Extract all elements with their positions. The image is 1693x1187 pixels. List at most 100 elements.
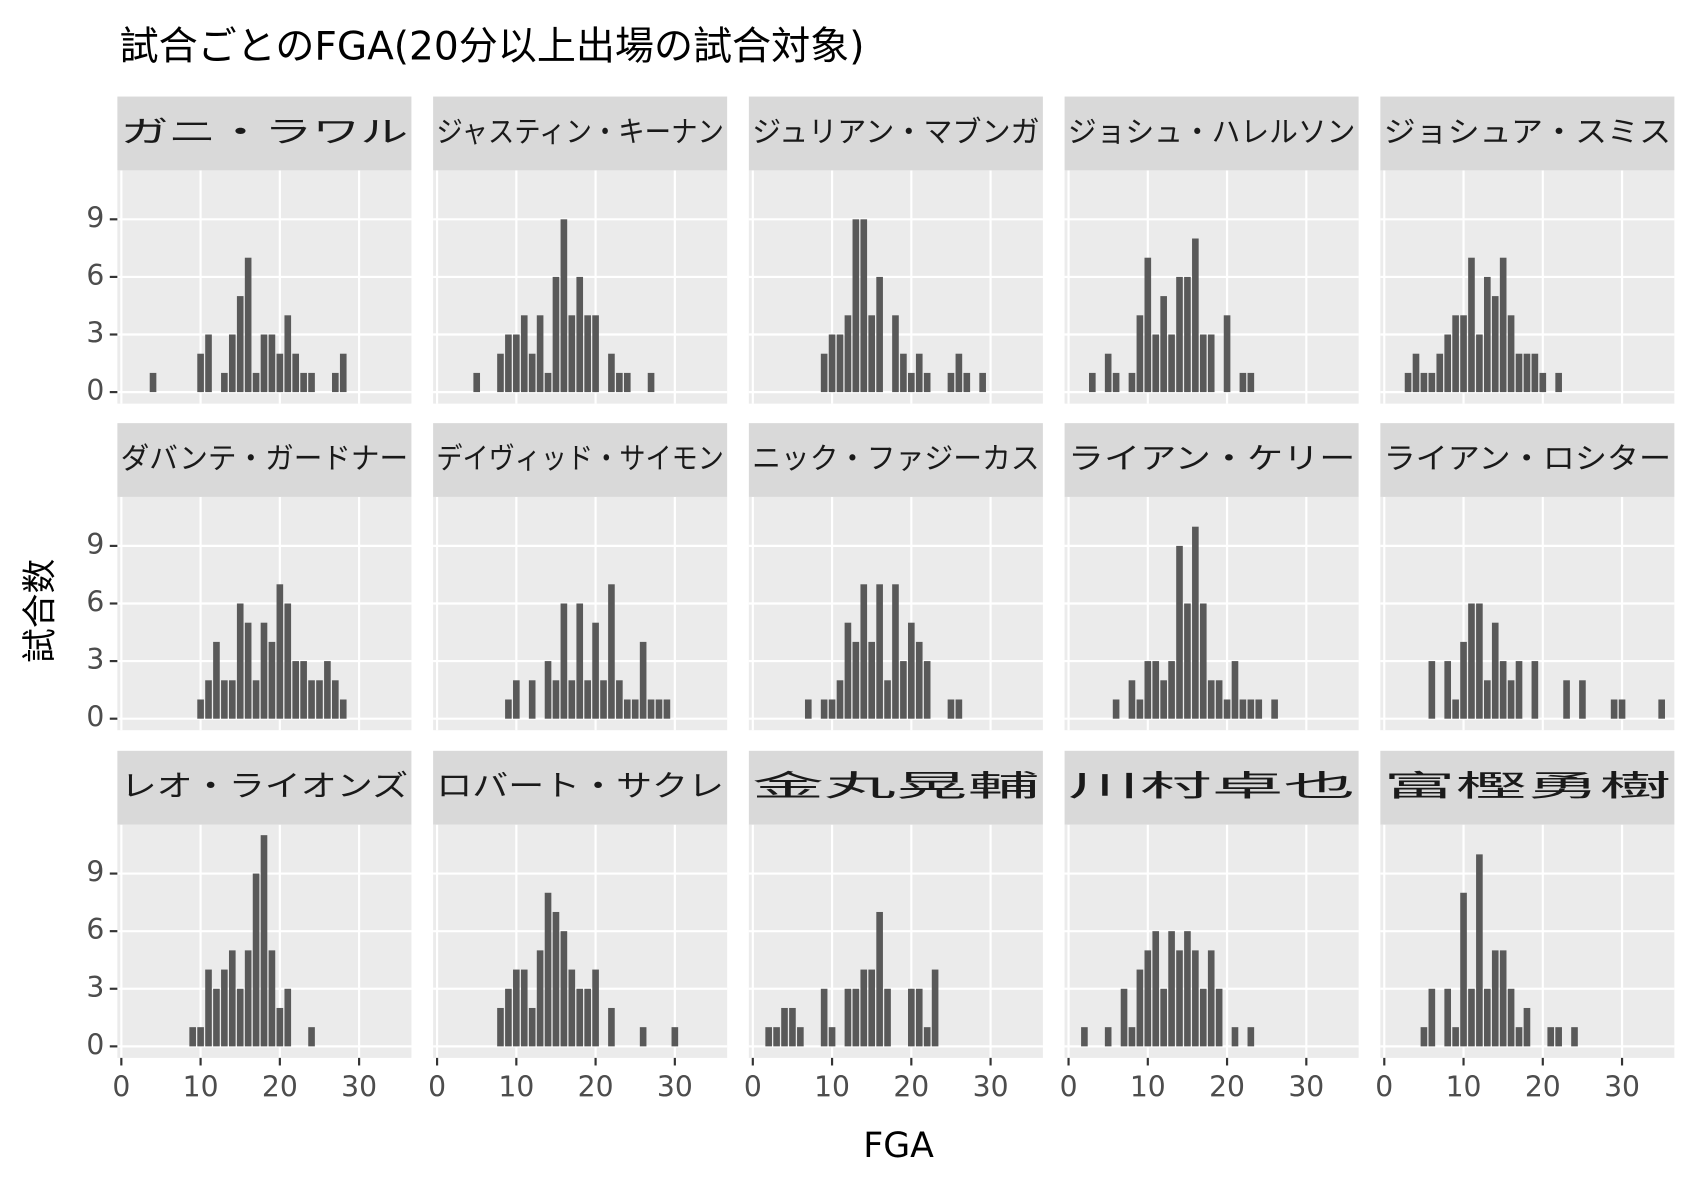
bar: [915, 988, 923, 1047]
bar: [1184, 931, 1191, 1047]
bar: [1160, 680, 1167, 719]
bar: [1223, 315, 1231, 393]
bar: [1136, 699, 1144, 719]
bar: [1176, 276, 1183, 393]
bar: [1523, 353, 1531, 393]
bar: [252, 372, 260, 393]
x-tick-label: 0: [1060, 1070, 1078, 1103]
bar: [1468, 988, 1475, 1047]
x-tick-label: 0: [1375, 1070, 1393, 1103]
bar: [339, 699, 347, 719]
x-tick-label: 20: [1209, 1070, 1245, 1103]
bar: [505, 334, 512, 393]
bar: [268, 950, 276, 1047]
bar: [260, 622, 268, 719]
bar: [1231, 1027, 1239, 1047]
bar: [205, 969, 212, 1047]
chart-title: 試合ごとのFGA(20分以上出場の試合対象): [120, 24, 865, 69]
x-axis-title: FGA: [863, 1126, 934, 1166]
bar: [1610, 699, 1618, 719]
bar: [576, 603, 584, 719]
bar: [528, 353, 536, 393]
bar: [860, 584, 868, 719]
bar: [1555, 1027, 1562, 1047]
bar: [308, 680, 315, 719]
bar: [1152, 661, 1160, 719]
bar: [1515, 353, 1523, 393]
bar: [663, 699, 671, 719]
bar: [868, 969, 876, 1047]
y-tick-label: 9: [86, 856, 104, 889]
bar: [513, 334, 520, 393]
bar: [1207, 950, 1215, 1047]
bar: [584, 315, 591, 393]
bar: [505, 699, 512, 719]
bar: [592, 315, 599, 393]
bar: [544, 892, 552, 1047]
bar: [276, 1007, 284, 1047]
bar: [197, 1027, 204, 1047]
bar: [560, 603, 568, 719]
strip-label: ジュリアン・マブンガ: [752, 115, 1040, 149]
bar: [852, 988, 860, 1047]
bar: [528, 1007, 536, 1047]
bar: [252, 873, 260, 1047]
bar: [544, 661, 552, 719]
bar: [923, 661, 931, 719]
bar: [1144, 950, 1152, 1047]
bar: [963, 372, 971, 393]
bar: [339, 353, 347, 393]
bar: [560, 931, 568, 1047]
bar: [908, 372, 915, 393]
bar: [205, 334, 212, 393]
bar: [1452, 1027, 1459, 1047]
bar: [1255, 699, 1263, 719]
bar: [1239, 699, 1247, 719]
bar: [1476, 603, 1483, 719]
bar: [260, 334, 268, 393]
bar: [1404, 372, 1412, 393]
bar: [1484, 680, 1491, 719]
bar: [1491, 950, 1499, 1047]
y-axis-title: 試合数: [20, 559, 60, 663]
bar: [1192, 238, 1199, 393]
bar: [284, 988, 292, 1047]
y-tick-label: 9: [86, 528, 104, 561]
bar: [308, 372, 315, 393]
bar: [616, 372, 623, 393]
bar: [584, 988, 591, 1047]
bar: [1223, 699, 1231, 719]
bar: [1658, 699, 1665, 719]
bar: [528, 680, 536, 719]
bar: [316, 680, 323, 719]
bar: [544, 372, 552, 393]
bar: [1089, 372, 1096, 393]
strip: [117, 750, 412, 825]
y-tick-label: 3: [86, 643, 104, 676]
bar: [828, 1027, 836, 1047]
bar: [1192, 950, 1199, 1047]
bar: [236, 603, 244, 719]
bar: [1428, 372, 1436, 393]
bar: [1579, 680, 1586, 719]
bar: [149, 372, 157, 393]
bar: [1112, 372, 1120, 393]
bar: [1160, 296, 1167, 393]
x-tick-label: 30: [1604, 1070, 1640, 1103]
bar: [552, 911, 560, 1047]
bar: [955, 353, 963, 393]
bar: [1523, 1007, 1531, 1047]
bar: [1168, 334, 1175, 393]
bar: [244, 257, 252, 393]
strip-label: デイヴィッド・サイモン: [436, 442, 724, 476]
bar: [1136, 969, 1144, 1047]
strip: [748, 96, 1043, 171]
bar: [213, 641, 220, 719]
bar: [1112, 699, 1120, 719]
y-tick-label: 0: [86, 374, 104, 407]
bar: [647, 372, 655, 393]
bar: [560, 219, 568, 393]
strip: [1380, 423, 1675, 497]
bar: [236, 988, 244, 1047]
strip: [748, 423, 1043, 497]
